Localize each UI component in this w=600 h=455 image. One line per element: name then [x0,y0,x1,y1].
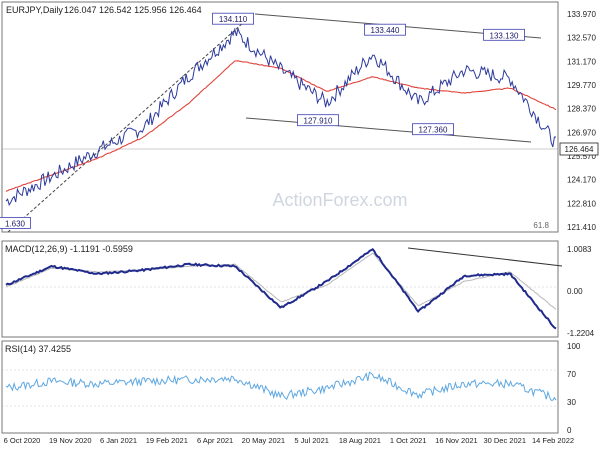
price-axis-tick: 132.570 [567,34,596,43]
rsi-title: RSI(14) 37.4255 [5,344,71,354]
watermark: ActionForex.com [272,190,407,210]
symbol-title: EURJPY,Daily [6,5,63,15]
main-panel-frame [1,1,559,233]
x-axis-tick: 5 Jul 2021 [294,436,329,445]
fib-level-label: 61.8 [533,221,549,230]
rsi-line [5,371,557,401]
current-price-value: 126.464 [565,145,594,154]
y-axis-labels: 133.970 132.570 131.170 129.770 128.370 126.9… [567,10,596,435]
price-label: 133.440 [371,26,400,35]
macd-axis-tick: 1.0083 [567,245,592,254]
lower-channel-line [245,117,532,143]
x-axis-tick: 30 Dec 2021 [483,436,526,445]
price-label-box [0,216,31,229]
x-axis-tick: 6 Oct 2020 [4,436,41,445]
macd-panel-frame [1,240,559,338]
price-label: 133.130 [490,31,519,40]
price-axis-tick: 124.170 [567,176,596,185]
price-axis-tick: 125.570 [567,152,596,161]
x-axis-tick: 18 Aug 2021 [339,436,381,445]
x-axis-tick: 6 Apr 2021 [197,436,233,445]
price-label-box [364,23,406,36]
macd-signal-line [5,252,557,310]
ohlc-readout: 126.047 126.542 125.956 126.464 [64,5,202,15]
uptrend-dashed-line [7,13,254,233]
price-axis-tick: 121.410 [567,223,596,232]
price-axis-tick: 129.770 [567,81,596,90]
macd-axis-tick: -1.2204 [567,329,595,338]
moving-average-line [5,60,557,192]
rsi-axis-tick: 100 [567,342,581,351]
macd-line [5,248,557,330]
x-axis-tick: 14 Feb 2022 [532,436,574,445]
price-label-box [297,114,339,127]
price-label: 134.110 [219,15,248,24]
rsi-panel-frame [1,340,559,434]
rsi-axis-tick: 30 [567,398,576,407]
price-label-box [412,123,454,136]
price-label: 127.360 [419,126,448,135]
price-label-box [212,12,254,25]
price-axis-tick: 128.370 [567,105,596,114]
price-axis-tick: 131.170 [567,57,596,66]
price-label: 127.910 [304,117,333,126]
price-line [5,26,556,207]
rsi-axis-tick: 0 [567,426,572,435]
price-label: 1.630 [5,219,26,228]
price-axis-tick: 122.810 [567,199,596,208]
current-price-tag [559,142,599,156]
x-axis-labels: 6 Oct 2020 19 Nov 2020 6 Jan 2021 19 Feb 20… [4,436,574,445]
price-axis-tick: 126.970 [567,128,596,137]
price-labels: 134.110 133.440 133.130 127.910 127.360 1.630 [0,12,525,229]
price-label-box [483,28,525,41]
x-axis-tick: 20 May 2021 [242,436,285,445]
x-axis-tick: 19 Nov 2020 [49,436,92,445]
rsi-axis-tick: 70 [567,370,576,379]
macd-axis-tick: 0.00 [567,287,583,296]
price-axis-tick: 133.970 [567,10,596,19]
macd-trendline [407,247,563,267]
x-axis-tick: 16 Nov 2021 [435,436,478,445]
x-axis-tick: 1 Oct 2021 [390,436,427,445]
x-axis-tick: 19 Feb 2021 [146,436,188,445]
macd-title: MACD(12,26,9) -1.1191 -0.5959 [5,244,133,254]
x-axis-tick: 6 Jan 2021 [100,436,137,445]
